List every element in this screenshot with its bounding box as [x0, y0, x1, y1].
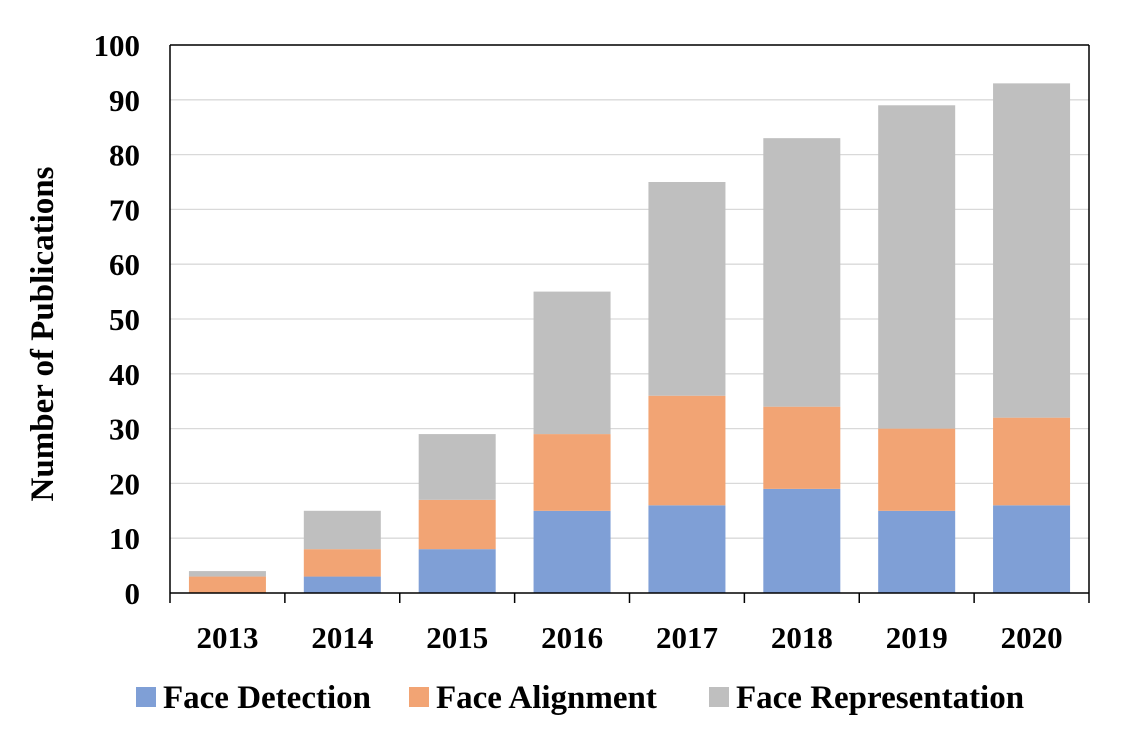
- x-tick-label: 2020: [1001, 620, 1063, 655]
- bar-face-detection-2015: [418, 549, 496, 593]
- bar-face-alignment-2018: [763, 406, 841, 489]
- legend-swatch-face-detection: [136, 687, 156, 707]
- legend-label: Face Detection: [163, 680, 371, 716]
- bar-face-detection-2014: [303, 576, 381, 593]
- x-tick-label: 2019: [886, 620, 948, 655]
- bar-face-representation-2020: [993, 83, 1071, 418]
- bars: [188, 83, 1071, 593]
- y-tick-label: 40: [109, 357, 140, 392]
- bar-face-detection-2019: [878, 510, 956, 593]
- bar-face-alignment-2016: [533, 434, 611, 511]
- x-tick-label: 2013: [196, 620, 258, 655]
- legend: Face Detection Face Alignment Face Represe…: [136, 680, 1024, 716]
- x-tick-label: 2018: [771, 620, 833, 655]
- bar-face-alignment-2013: [188, 576, 266, 593]
- bar-face-representation-2019: [878, 105, 956, 429]
- y-tick-label: 60: [109, 247, 140, 282]
- y-tick-label: 100: [94, 28, 141, 63]
- bar-face-alignment-2015: [418, 499, 496, 550]
- axes: [169, 44, 1090, 603]
- y-tick-label: 50: [109, 302, 140, 337]
- bar-face-representation-2015: [418, 434, 496, 500]
- legend-label: Face Representation: [736, 680, 1024, 716]
- x-tick-label: 2014: [311, 620, 373, 655]
- bar-face-representation-2013: [188, 571, 266, 577]
- y-tick-label: 90: [109, 83, 140, 118]
- y-tick-labels: 0 10 20 30 40 50 60 70 80 90 100: [94, 28, 141, 611]
- legend-swatch-face-representation: [709, 687, 729, 707]
- bar-face-representation-2018: [763, 138, 841, 407]
- y-tick-label: 70: [109, 192, 140, 227]
- bar-face-detection-2016: [533, 510, 611, 593]
- y-tick-label: 30: [109, 412, 140, 447]
- bar-face-representation-2017: [648, 182, 726, 396]
- bar-face-representation-2016: [533, 291, 611, 435]
- bar-face-alignment-2017: [648, 395, 726, 506]
- y-axis-title: Number of Publications: [25, 166, 61, 501]
- legend-swatch-face-alignment: [409, 687, 429, 707]
- y-tick-label: 0: [125, 576, 141, 611]
- x-tick-labels: 2013 2014 2015 2016 2017 2018 2019 2020: [196, 620, 1062, 655]
- bar-face-detection-2020: [993, 505, 1071, 593]
- bar-face-alignment-2019: [878, 428, 956, 511]
- x-tick-label: 2016: [541, 620, 603, 655]
- legend-label: Face Alignment: [436, 680, 657, 716]
- y-tick-label: 80: [109, 138, 140, 173]
- bar-face-detection-2018: [763, 488, 841, 593]
- bar-face-representation-2014: [303, 510, 381, 550]
- x-tick-label: 2017: [656, 620, 718, 655]
- x-tick-label: 2015: [426, 620, 488, 655]
- bar-face-alignment-2020: [993, 417, 1071, 506]
- y-tick-label: 20: [109, 466, 140, 501]
- bar-face-detection-2017: [648, 505, 726, 593]
- y-tick-label: 10: [109, 521, 140, 556]
- bar-face-alignment-2014: [303, 549, 381, 577]
